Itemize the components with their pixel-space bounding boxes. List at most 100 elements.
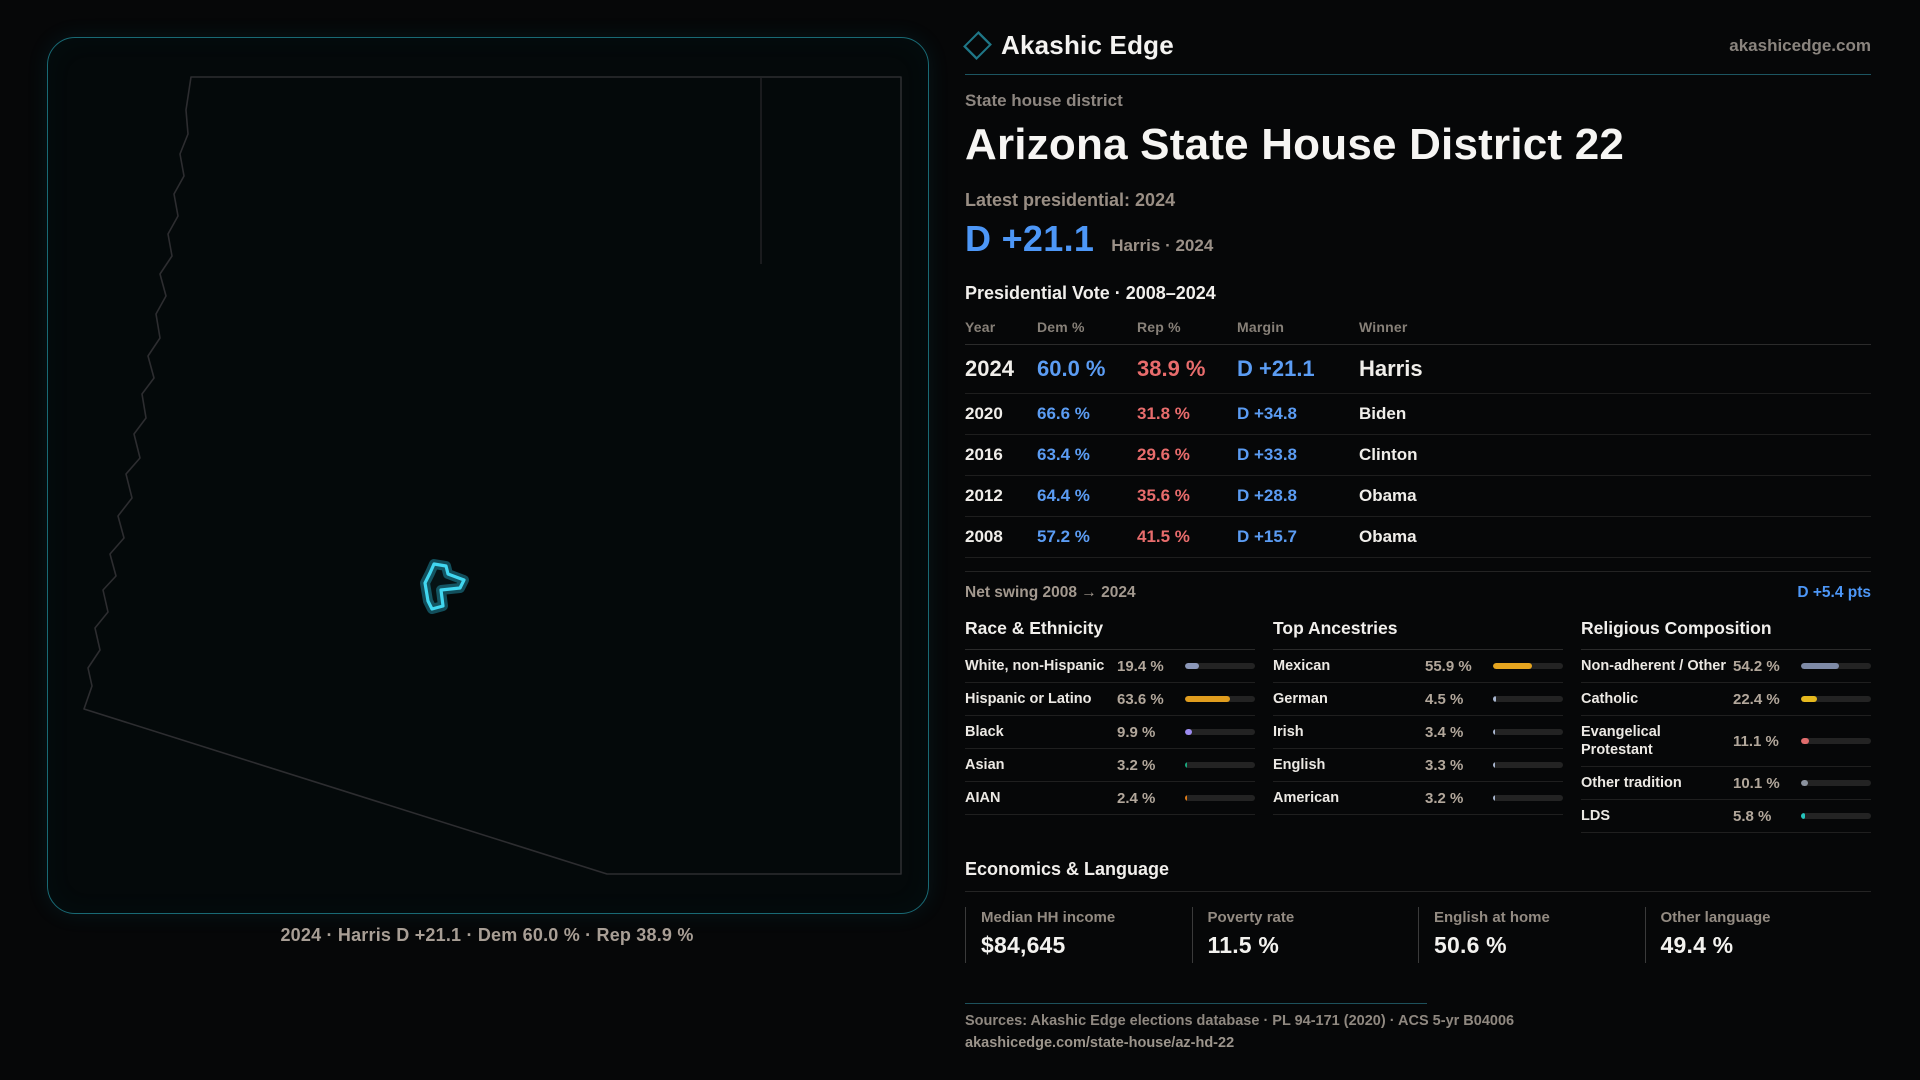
demo-label: American (1273, 790, 1340, 806)
demo-row: LDS 5.8 % (1581, 800, 1871, 833)
cell-rep: 35.6 % (1137, 486, 1190, 505)
cell-winner: Obama (1359, 486, 1417, 505)
demo-row: Evangelical Protestant 11.1 % (1581, 716, 1871, 767)
table-row: 2016 63.4 % 29.6 % D +33.8 Clinton (965, 435, 1871, 476)
demo-label: Mexican (1273, 658, 1331, 674)
stat-bar-fill (1801, 696, 1817, 702)
demo-label: Non-adherent / Other (1581, 658, 1727, 674)
demo-value: 2.4 % (1117, 789, 1156, 807)
demo-label: Hispanic or Latino (965, 691, 1092, 707)
stat-bar-track (1801, 663, 1871, 669)
stat-label: Poverty rate (1207, 909, 1295, 926)
map-caption: 2024 · Harris D +21.1 · Dem 60.0 % · Rep… (280, 925, 694, 945)
stat-bar-track (1493, 795, 1563, 801)
demo-value: 63.6 % (1117, 690, 1164, 708)
stat-label: Median HH income (981, 909, 1116, 926)
stat-bar-fill (1185, 795, 1187, 801)
stat-bar-fill (1801, 780, 1809, 786)
stat-bar-fill (1493, 696, 1497, 702)
brand-site-link[interactable]: akashicedge.com (1729, 35, 1871, 55)
stat-value: $84,645 (981, 932, 1066, 958)
cell-year: 2008 (965, 527, 1003, 546)
stat-bar-track (1185, 663, 1255, 669)
demo-row: Catholic 22.4 % (1581, 683, 1871, 716)
demo-value: 19.4 % (1117, 657, 1164, 675)
demo-section-title: Race & Ethnicity (965, 618, 1255, 650)
cell-rep: 38.9 % (1137, 356, 1206, 381)
cell-rep: 41.5 % (1137, 527, 1190, 546)
net-swing-label: Net swing 2008 → 2024 (965, 584, 1136, 601)
brand-header: Akashic Edge akashicedge.com (963, 30, 1871, 75)
stat-bar-track (1493, 762, 1563, 768)
demo-value: 11.1 % (1733, 732, 1779, 750)
district-map-panel (47, 37, 929, 914)
demo-row: AIAN 2.4 % (965, 782, 1255, 815)
brand-name: Akashic Edge (1001, 30, 1174, 60)
stat-bar-track (1493, 696, 1563, 702)
arizona-outline (83, 76, 902, 875)
demo-label: Irish (1273, 724, 1304, 740)
economics-stats: Median HH income $84,645 Poverty rate 11… (965, 907, 1871, 963)
cell-margin: D +15.7 (1237, 527, 1298, 546)
district-kicker: State house district (965, 91, 1123, 110)
stat-bar-fill (1801, 813, 1806, 819)
demo-value: 10.1 % (1733, 774, 1780, 792)
demo-label: Asian (965, 757, 1005, 773)
cell-year: 2012 (965, 486, 1003, 505)
stat-bar-track (1493, 663, 1563, 669)
stat-bar-track (1185, 729, 1255, 735)
cell-dem: 60.0 % (1037, 356, 1106, 381)
demo-value: 3.4 % (1425, 723, 1464, 741)
stat-bar-fill (1493, 729, 1496, 735)
latest-presidential-label: Latest presidential: 2024 (965, 190, 1176, 210)
cell-year: 2020 (965, 404, 1003, 423)
net-swing-row: Net swing 2008 → 2024 D +5.4 pts (965, 571, 1871, 602)
stat-bar-track (1493, 729, 1563, 735)
demo-row: Mexican 55.9 % (1273, 650, 1563, 683)
stat-value: 11.5 % (1207, 932, 1280, 958)
col-margin: Margin (1237, 319, 1285, 335)
content-panel: Akashic Edge akashicedge.com State house… (963, 30, 1871, 1051)
demo-label: AIAN (965, 790, 1001, 806)
cell-margin: D +21.1 (1237, 356, 1315, 381)
cell-margin: D +28.8 (1237, 486, 1298, 505)
demo-section-ancestries: Top Ancestries Mexican 55.9 % German 4.5… (1273, 618, 1563, 833)
stat-bar-fill (1185, 762, 1188, 768)
cell-margin: D +33.8 (1237, 445, 1298, 464)
table-row: 2008 57.2 % 41.5 % D +15.7 Obama (965, 517, 1871, 558)
demo-row: American 3.2 % (1273, 782, 1563, 815)
arizona-map (83, 76, 902, 875)
col-dem: Dem % (1037, 319, 1085, 335)
vote-table-title: Presidential Vote · 2008–2024 (965, 283, 1216, 303)
demo-label: White, non-Hispanic (965, 658, 1105, 674)
col-winner: Winner (1359, 319, 1408, 335)
demographics-grid: Race & Ethnicity White, non-Hispanic 19.… (965, 618, 1871, 833)
stat-block: English at home 50.6 % (1418, 907, 1645, 963)
demo-value: 3.3 % (1425, 756, 1464, 774)
stat-block: Other language 49.4 % (1644, 907, 1872, 963)
sources-text: Sources: Akashic Edge elections database… (965, 1013, 1515, 1029)
latest-margin-value: D +21.1 (965, 218, 1095, 259)
demo-label: German (1273, 691, 1328, 707)
page-title: Arizona State House District 22 (965, 120, 1625, 169)
stat-bar-fill (1185, 663, 1199, 669)
cell-dem: 64.4 % (1037, 486, 1090, 505)
stat-bar-track (1185, 696, 1255, 702)
brand-diamond-icon (963, 31, 992, 60)
demo-section-title: Top Ancestries (1273, 618, 1563, 650)
demo-value: 22.4 % (1733, 690, 1780, 708)
footer-url-link[interactable]: akashicedge.com/state-house/az-hd-22 (965, 1035, 1235, 1051)
demo-label: Catholic (1581, 691, 1639, 707)
demo-label: LDS (1581, 808, 1610, 824)
demo-value: 54.2 % (1733, 657, 1780, 675)
stat-bar-fill (1493, 795, 1496, 801)
stat-bar-track (1801, 813, 1871, 819)
cell-dem: 63.4 % (1037, 445, 1090, 464)
cell-winner: Harris (1359, 356, 1423, 381)
cell-margin: D +34.8 (1237, 404, 1298, 423)
cell-winner: Biden (1359, 404, 1407, 423)
demo-row: Asian 3.2 % (965, 749, 1255, 782)
demo-row: Hispanic or Latino 63.6 % (965, 683, 1255, 716)
col-year: Year (965, 319, 996, 335)
